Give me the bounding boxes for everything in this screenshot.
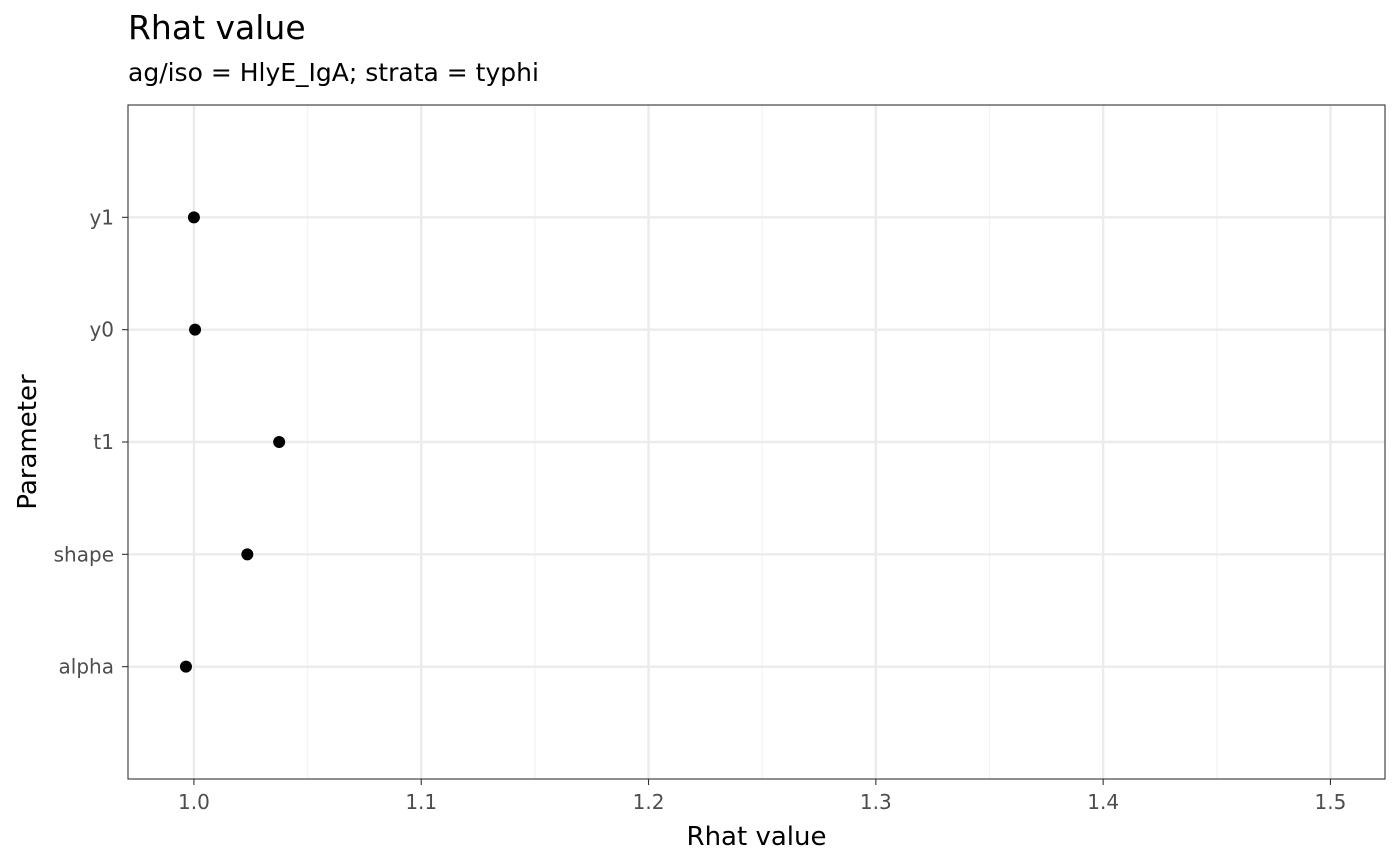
chart-title: Rhat value: [128, 8, 306, 47]
y-axis-ticks: alpha shape t1 y0 y1: [54, 205, 128, 679]
data-point-t1: [273, 436, 286, 448]
major-grid: [128, 105, 1385, 779]
x-tick-label: 1.2: [633, 790, 665, 814]
data-point-y0: [189, 323, 202, 336]
x-tick-label: 1.0: [178, 790, 210, 814]
x-axis-ticks: 1.0 1.1 1.2 1.3 1.4 1.5: [178, 779, 1346, 814]
x-tick-label: 1.1: [405, 790, 437, 814]
data-point-shape: [241, 548, 254, 561]
y-tick-label: t1: [93, 430, 114, 454]
data-points: [179, 211, 286, 673]
chart-subtitle: ag/iso = HlyE_IgA; strata = typhi: [128, 58, 539, 87]
x-tick-label: 1.3: [860, 790, 892, 814]
data-point-alpha: [179, 660, 192, 673]
y-tick-label: y0: [89, 318, 114, 342]
y-tick-label: y1: [89, 205, 114, 229]
y-tick-label: alpha: [59, 655, 114, 679]
data-point-y1: [187, 211, 200, 224]
x-axis-title: Rhat value: [687, 822, 827, 852]
x-tick-label: 1.4: [1087, 790, 1119, 814]
y-axis-title: Parameter: [13, 374, 43, 510]
y-tick-label: shape: [54, 542, 114, 566]
x-tick-label: 1.5: [1315, 790, 1347, 814]
